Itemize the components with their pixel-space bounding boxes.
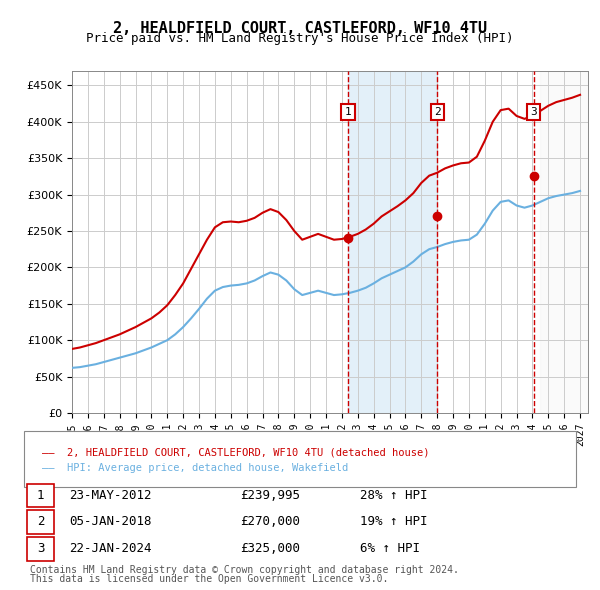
2, HEALDFIELD COURT, CASTLEFORD, WF10 4TU (detached house) [187,266,194,273]
Text: £325,000: £325,000 [240,542,300,555]
2, HEALDFIELD COURT, CASTLEFORD, WF10 4TU (detached house) [560,96,568,103]
Text: 05-JAN-2018: 05-JAN-2018 [69,515,151,528]
Line: HPI: Average price, detached house, Wakefield: HPI: Average price, detached house, Wake… [72,191,580,368]
2, HEALDFIELD COURT, CASTLEFORD, WF10 4TU (detached house) [331,236,338,243]
Text: 28% ↑ HPI: 28% ↑ HPI [360,489,427,502]
Text: 23-MAY-2012: 23-MAY-2012 [69,489,151,502]
Text: £239,995: £239,995 [240,489,300,502]
Bar [541,71,588,413]
Text: Contains HM Land Registry data © Crown copyright and database right 2024.: Contains HM Land Registry data © Crown c… [30,565,459,575]
Text: 19% ↑ HPI: 19% ↑ HPI [360,515,427,528]
2, HEALDFIELD COURT, CASTLEFORD, WF10 4TU (detached house) [219,219,226,226]
Text: 1: 1 [37,489,44,502]
Text: £270,000: £270,000 [240,515,300,528]
Text: 1: 1 [344,107,352,117]
HPI: Average price, detached house, Wakefield: (2.03e+03, 3.05e+05): Average price, detached house, Wakefield… [577,188,584,195]
Text: 6% ↑ HPI: 6% ↑ HPI [360,542,420,555]
Line: 2, HEALDFIELD COURT, CASTLEFORD, WF10 4TU (detached house): 2, HEALDFIELD COURT, CASTLEFORD, WF10 4T… [72,95,580,349]
Text: 22-JAN-2024: 22-JAN-2024 [69,542,151,555]
Bar [541,71,588,413]
2, HEALDFIELD COURT, CASTLEFORD, WF10 4TU (detached house) [68,345,76,352]
HPI: Average price, detached house, Wakefield: (2e+03, 1.73e+05): Average price, detached house, Wakefield… [219,284,226,291]
2, HEALDFIELD COURT, CASTLEFORD, WF10 4TU (detached house) [505,105,512,112]
2, HEALDFIELD COURT, CASTLEFORD, WF10 4TU (detached house) [283,217,290,224]
Bar [348,71,437,413]
HPI: Average price, detached house, Wakefield: (2.03e+03, 3e+05): Average price, detached house, Wakefield… [560,191,568,198]
HPI: Average price, detached house, Wakefield: (2e+03, 6.2e+04): Average price, detached house, Wakefield… [68,364,76,371]
Text: 2, HEALDFIELD COURT, CASTLEFORD, WF10 4TU: 2, HEALDFIELD COURT, CASTLEFORD, WF10 4T… [113,21,487,35]
Text: 2: 2 [434,107,441,117]
Text: ——  2, HEALDFIELD COURT, CASTLEFORD, WF10 4TU (detached house): —— 2, HEALDFIELD COURT, CASTLEFORD, WF10… [42,447,430,457]
Text: 3: 3 [37,542,44,555]
HPI: Average price, detached house, Wakefield: (2.01e+03, 1.82e+05): Average price, detached house, Wakefield… [283,277,290,284]
HPI: Average price, detached house, Wakefield: (2.02e+03, 2.92e+05): Average price, detached house, Wakefield… [505,197,512,204]
HPI: Average price, detached house, Wakefield: (2.01e+03, 1.62e+05): Average price, detached house, Wakefield… [331,291,338,299]
Text: 3: 3 [530,107,537,117]
Text: This data is licensed under the Open Government Licence v3.0.: This data is licensed under the Open Gov… [30,574,388,584]
HPI: Average price, detached house, Wakefield: (2e+03, 1.3e+05): Average price, detached house, Wakefield… [187,315,194,322]
Text: Price paid vs. HM Land Registry's House Price Index (HPI): Price paid vs. HM Land Registry's House … [86,32,514,45]
Text: ——  HPI: Average price, detached house, Wakefield: —— HPI: Average price, detached house, W… [42,463,348,473]
Text: 2: 2 [37,515,44,528]
2, HEALDFIELD COURT, CASTLEFORD, WF10 4TU (detached house) [577,91,584,99]
